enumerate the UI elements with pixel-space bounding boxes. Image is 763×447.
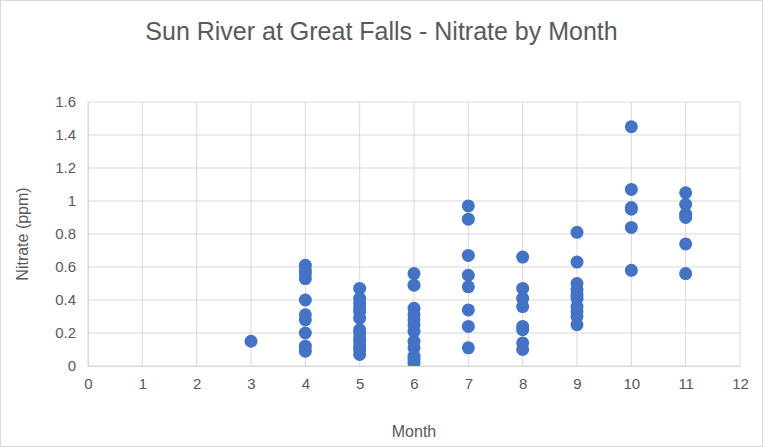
point (516, 300, 529, 313)
point (462, 269, 475, 282)
x-tick: 11 (678, 366, 694, 392)
x-grid-line (685, 102, 686, 366)
y-tick-label: 0.2 (55, 324, 76, 341)
x-tick-label: 4 (302, 375, 310, 392)
point (353, 348, 366, 361)
y-tick: 1.2 (55, 159, 88, 176)
x-tick: 10 (623, 366, 640, 392)
x-grid-line (740, 102, 741, 366)
x-grid-line (251, 102, 252, 366)
points (245, 120, 693, 366)
x-tick: 12 (732, 366, 749, 392)
point (299, 327, 312, 340)
y-tick: 1 (68, 192, 88, 209)
x-tick: 7 (465, 366, 473, 392)
x-grid-line (196, 102, 197, 366)
y-axis: 0 0.2 0.4 0.6 0.8 1 1.2 1.4 1.6 (55, 93, 88, 374)
point (516, 323, 529, 336)
x-tick-label: 8 (519, 375, 527, 392)
point (679, 237, 692, 250)
x-tick: 6 (410, 366, 418, 392)
x-tick: 3 (247, 366, 255, 392)
y-axis-line (88, 103, 89, 367)
x-axis-line (89, 366, 741, 367)
point (625, 203, 638, 216)
point (462, 199, 475, 212)
point (516, 251, 529, 264)
point (462, 303, 475, 316)
point (516, 343, 529, 356)
y-tick: 0.8 (55, 225, 88, 242)
x-tick: 9 (573, 366, 581, 392)
y-tick: 0 (68, 357, 88, 374)
grid (88, 102, 740, 366)
chart-title: Sun River at Great Falls - Nitrate by Mo… (145, 17, 617, 45)
x-tick-label: 11 (678, 375, 694, 392)
point (571, 256, 584, 269)
point (408, 267, 421, 280)
x-tick-label: 10 (623, 375, 640, 392)
y-tick-label: 1.4 (55, 126, 76, 143)
y-tick: 1.4 (55, 126, 88, 143)
chart: 012345678910111200.20.40.60.811.21.41.6S… (0, 0, 763, 447)
point (571, 226, 584, 239)
y-tick: 0.6 (55, 258, 88, 275)
y-tick: 0.2 (55, 324, 88, 341)
x-grid-line (88, 102, 89, 366)
x-tick-label: 12 (732, 375, 749, 392)
point (299, 272, 312, 285)
y-tick-label: 0.4 (55, 291, 76, 308)
point (462, 213, 475, 226)
point (625, 183, 638, 196)
y-tick-label: 1.6 (55, 93, 76, 110)
y-tick: 0.4 (55, 291, 88, 308)
point (245, 335, 258, 348)
y-tick-label: 0.8 (55, 225, 76, 242)
x-tick-label: 6 (410, 375, 418, 392)
x-tick: 1 (139, 366, 147, 392)
y-axis-title: Nitrate (ppm) (14, 187, 31, 280)
point (299, 313, 312, 326)
y-tick-label: 0.6 (55, 258, 76, 275)
y-tick: 1.6 (55, 93, 88, 110)
x-tick-label: 9 (573, 375, 581, 392)
point (625, 221, 638, 234)
point (679, 211, 692, 224)
x-tick: 8 (519, 366, 527, 392)
y-tick-label: 1.2 (55, 159, 76, 176)
x-tick: 5 (356, 366, 364, 392)
x-grid-line (305, 102, 306, 366)
chart-background (1, 1, 763, 447)
y-tick-label: 1 (68, 192, 76, 209)
point (462, 249, 475, 262)
x-tick-label: 1 (139, 375, 147, 392)
x-tick: 2 (193, 366, 201, 392)
x-grid-line (631, 102, 632, 366)
point (299, 294, 312, 307)
x-grid-line (142, 102, 143, 366)
point (679, 186, 692, 199)
point (462, 280, 475, 293)
point (625, 264, 638, 277)
point (353, 312, 366, 325)
point (299, 345, 312, 358)
point (679, 267, 692, 280)
x-tick: 0 (84, 366, 92, 392)
x-tick-label: 3 (247, 375, 255, 392)
point (408, 279, 421, 292)
y-tick-label: 0 (68, 357, 76, 374)
plot: 012345678910111200.20.40.60.811.21.41.6 (55, 93, 749, 391)
x-axis-title: Month (392, 423, 436, 440)
point (462, 341, 475, 354)
point (408, 356, 421, 366)
x-tick-label: 5 (356, 375, 364, 392)
x-tick: 4 (302, 366, 310, 392)
x-tick-label: 7 (465, 375, 473, 392)
point (462, 320, 475, 333)
point (571, 318, 584, 331)
x-tick-label: 2 (193, 375, 201, 392)
x-axis: 0123456789101112 (84, 366, 749, 392)
x-tick-label: 0 (84, 375, 92, 392)
point (625, 120, 638, 133)
